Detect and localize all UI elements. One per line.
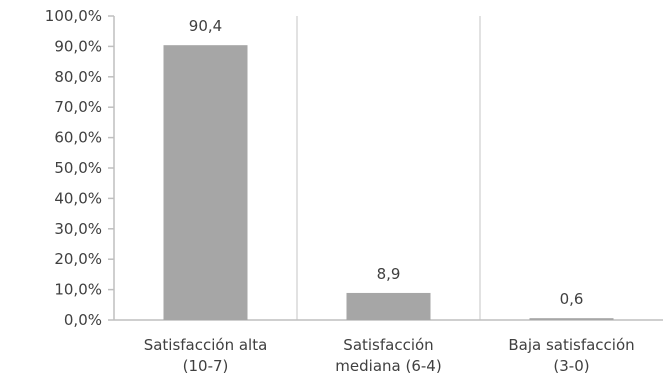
bar (529, 318, 614, 320)
category-label-line: mediana (6-4) (335, 357, 441, 375)
category-label-line: (10-7) (183, 357, 229, 375)
y-tick-label: 100,0% (45, 7, 102, 25)
bars (163, 45, 614, 321)
x-axis-category-labels: Satisfacción alta (10-7) Satisfacción media… (144, 336, 635, 375)
category-label-line: (3-0) (553, 357, 589, 375)
bar (346, 292, 431, 320)
category-label-line: Baja satisfacción (508, 336, 634, 354)
y-tick-label: 40,0% (54, 189, 102, 207)
y-tick-label: 10,0% (54, 281, 102, 299)
y-tick-label: 30,0% (54, 220, 102, 238)
y-tick-label: 50,0% (54, 159, 102, 177)
data-labels: 90,4 8,9 0,6 (189, 17, 584, 308)
data-label: 0,6 (560, 290, 584, 308)
y-axis-tick-labels: 0,0% 10,0% 20,0% 30,0% 40,0% 50,0% 60,0% 70,0% 8… (45, 7, 114, 329)
y-tick-label: 20,0% (54, 250, 102, 268)
data-label: 90,4 (189, 17, 222, 35)
category-label: Baja satisfacción (3-0) (508, 336, 634, 375)
y-tick-label: 0,0% (64, 311, 102, 329)
category-label: Satisfacción alta (10-7) (144, 336, 268, 375)
grid-lines (296, 16, 481, 320)
y-tick-label: 60,0% (54, 129, 102, 147)
y-tick-label: 80,0% (54, 68, 102, 86)
y-tick-label: 70,0% (54, 98, 102, 116)
bar (163, 45, 248, 321)
category-label-line: Satisfacción alta (144, 336, 268, 354)
y-tick-label: 90,0% (54, 37, 102, 55)
data-label: 8,9 (377, 265, 401, 283)
category-label-line: Satisfacción (343, 336, 433, 354)
category-label: Satisfacción mediana (6-4) (335, 336, 441, 375)
